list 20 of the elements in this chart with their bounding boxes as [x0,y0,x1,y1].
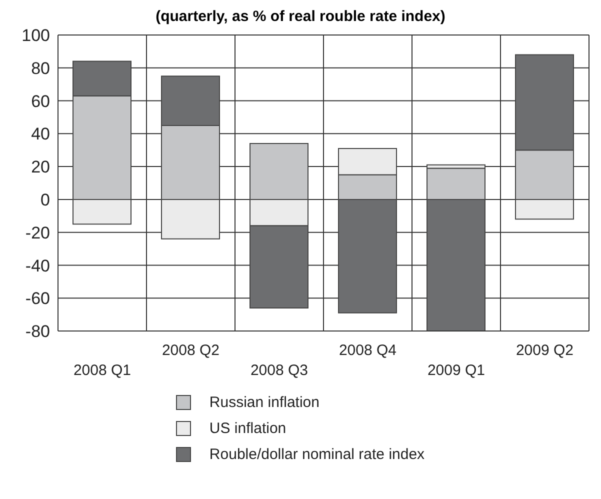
y-tick-label: 0 [40,190,50,210]
y-tick-label: 80 [31,58,50,78]
chart-title: (quarterly, as % of real rouble rate index) [154,8,446,25]
y-tick-label: 40 [31,124,50,144]
legend-label: Rouble/dollar nominal rate index [209,446,425,462]
y-tick-label: -60 [25,289,50,308]
legend-label: Russian inflation [209,394,320,410]
x-tick-label: 2008 Q3 [250,362,308,379]
y-tick-label: 60 [31,92,50,111]
y-tick-label: -40 [25,256,50,276]
x-tick-label: 2009 Q1 [427,362,486,379]
x-tick-label: 2009 Q2 [516,342,574,359]
y-tick-label: -20 [25,223,50,242]
legend-label: US inflation [209,420,286,436]
y-tick-label: 20 [31,158,50,177]
x-tick-label: 2008 Q1 [73,362,132,379]
x-tick-label: 2008 Q4 [338,342,397,359]
y-tick-label: 100 [22,26,50,46]
x-tick-label: 2008 Q2 [162,342,220,359]
y-tick-label: -80 [25,322,50,342]
